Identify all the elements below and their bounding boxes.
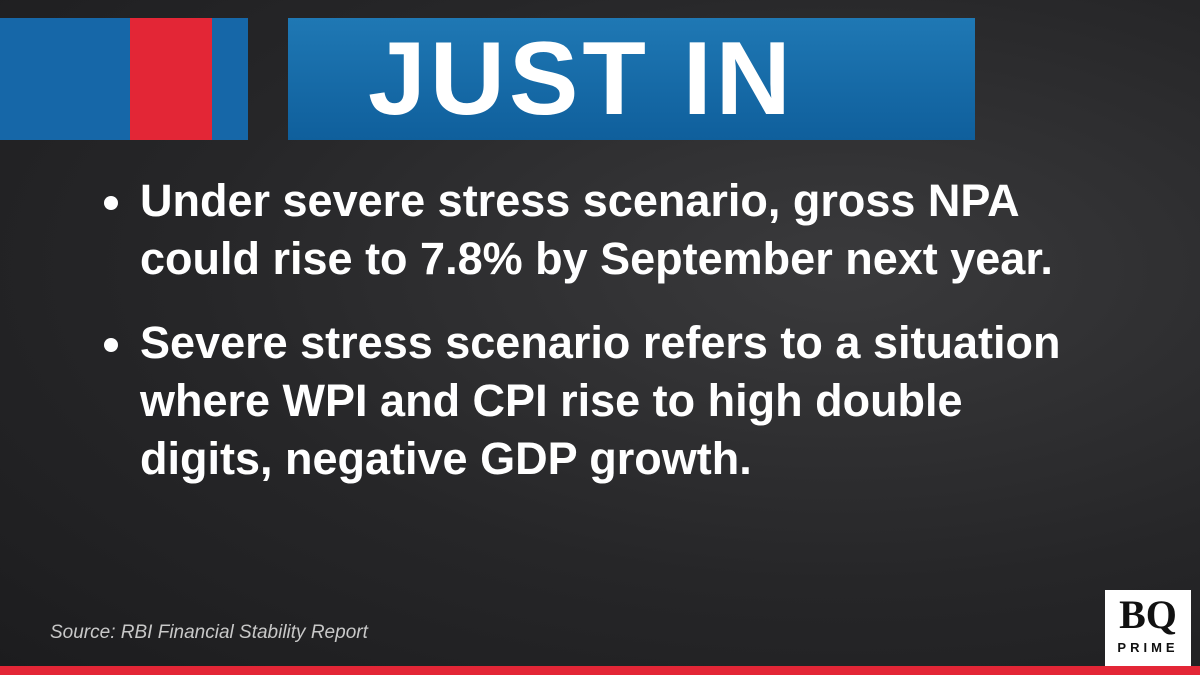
bullet: Under severe stress scenario, gross NPA … [100, 172, 1100, 288]
logo-bottom: PRIME [1117, 640, 1179, 655]
logo: BQ PRIME [1105, 590, 1191, 668]
blue-stripe [0, 18, 130, 140]
source: Source: RBI Financial Stability Report [50, 622, 368, 643]
bullet: Severe stress scenario refers to a situa… [100, 314, 1100, 488]
bottom-line [0, 666, 1200, 675]
bullet-list: Under severe stress scenario, gross NPA … [100, 172, 1100, 514]
logo-top: BQ [1119, 592, 1177, 637]
blue-stripe [212, 18, 248, 140]
red-stripe [130, 18, 212, 140]
title: JUST IN [288, 18, 975, 140]
